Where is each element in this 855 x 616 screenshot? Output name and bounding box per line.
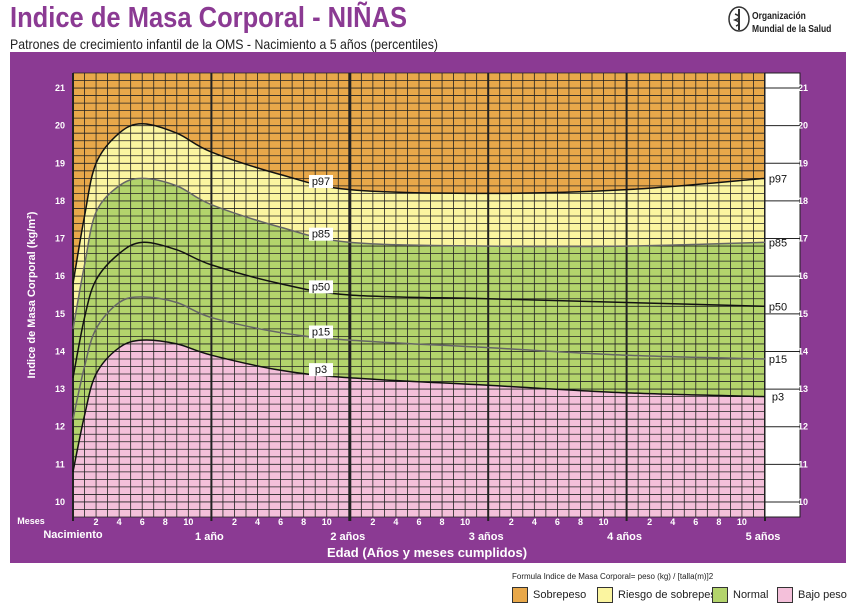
y-tick-label-right: 17 [798,234,808,244]
y-tick-label-left: 20 [55,121,65,131]
y-tick-label-left: 14 [55,346,65,356]
y-tick-label-right: 20 [798,121,808,131]
y-tick-label-right: 12 [798,422,808,432]
y-tick-label-left: 16 [55,271,65,281]
legend-label: Normal [733,589,769,601]
series-label-p15: p15 [312,327,330,339]
series-label-bg [309,227,333,241]
legend-item: Riesgo de sobrepeso [597,587,722,603]
series-label-p3: p3 [315,364,327,376]
month-tick-label: 10 [183,517,193,527]
y-tick-label-left: 19 [55,158,65,168]
y-tick-label-right: 14 [798,346,808,356]
legend-label: Riesgo de sobrepeso [618,589,722,601]
year-label: 1 año [195,531,224,543]
month-tick-label: 6 [140,517,145,527]
org-line-2: Mundial de la Salud [752,24,832,35]
month-tick-label: 6 [555,517,560,527]
y-tick-label-right: 15 [798,309,808,319]
legend-swatch [712,587,728,603]
month-tick-label: 10 [322,517,332,527]
y-tick-label-left: 17 [55,234,65,244]
series-line-p3 [72,339,766,472]
month-tick-label: 6 [693,517,698,527]
legend-item: Normal [712,587,768,603]
month-tick-label: 2 [647,517,652,527]
series-label-p85: p85 [312,229,330,241]
month-tick-label: 2 [370,517,375,527]
series-label-bg [309,363,333,377]
y-tick-label-left: 11 [55,459,65,469]
y-tick-label-right: 11 [798,459,808,469]
series-label-p50: p50 [312,281,330,293]
month-tick-label: 4 [532,517,537,527]
month-tick-label: 8 [440,517,445,527]
year-label: 2 años [330,531,365,543]
month-tick-label: 4 [393,517,398,527]
month-tick-label: 4 [117,517,122,527]
series-end-label-p97: p97 [769,173,787,185]
page-subtitle: Patrones de crecimiento infantil de la O… [10,36,438,52]
y-tick-label-right: 18 [798,196,808,206]
y-tick-label-left: 18 [55,196,65,206]
month-tick-label: 8 [301,517,306,527]
who-logo-icon [728,6,750,32]
y-tick-label-right: 21 [798,83,808,93]
month-tick-label: 10 [460,517,470,527]
x-unit-label: Meses [17,516,45,526]
month-tick-label: 6 [278,517,283,527]
series-end-label-p85: p85 [769,237,787,249]
series-end-label-p50: p50 [769,301,787,313]
org-name: Organización Mundial de la Salud [752,10,831,36]
y-tick-label-right: 16 [798,271,808,281]
y-tick-label-right: 10 [798,497,808,507]
legend-label: Bajo peso [798,589,847,601]
legend-label: Sobrepeso [533,589,587,601]
right-label-strip [764,72,801,518]
y-tick-label-right: 19 [798,158,808,168]
series-label-bg [309,175,333,188]
y-tick-label-left: 10 [55,497,65,507]
month-tick-label: 6 [416,517,421,527]
month-tick-label: 4 [255,517,260,527]
y-tick-label-left: 13 [55,384,65,394]
month-tick-label: 8 [578,517,583,527]
series-end-label-p3: p3 [772,392,784,404]
legend-item: Bajo peso [777,587,847,603]
legend-swatch [597,587,613,603]
year-label: 5 años [746,531,781,543]
y-tick-label-left: 21 [55,83,65,93]
series-label-bg [309,280,333,294]
org-line-1: Organización [752,11,806,22]
formula-note: Formula Indice de Masa Corporal= peso (k… [512,572,714,581]
month-tick-label: 10 [737,517,747,527]
series-end-label-p15: p15 [769,354,787,366]
month-tick-label: 2 [509,517,514,527]
month-tick-label: 8 [163,517,168,527]
month-tick-label: 8 [716,517,721,527]
y-axis-title: Indice de Masa Corporal (kg/m²) [26,211,38,378]
month-tick-label: 2 [94,517,99,527]
legend-swatch [512,587,528,603]
month-tick-label: 2 [232,517,237,527]
month-tick-label: 4 [670,517,675,527]
year-label: 3 años [469,531,504,543]
page-title: Indice de Masa Corporal - NIÑAS [10,2,408,34]
series-line-p50 [72,241,766,378]
legend-swatch [777,587,793,603]
year-label: 4 años [607,531,642,543]
x-axis-title: Edad (Años y meses cumplidos) [327,545,527,560]
series-line-p15 [72,296,766,420]
series-label-p97: p97 [312,176,330,188]
month-tick-label: 10 [599,517,609,527]
y-tick-label-right: 13 [798,384,808,394]
y-tick-label-left: 15 [55,309,65,319]
series-label-bg [309,325,333,339]
series-line-p97 [72,123,766,284]
legend-item: Sobrepeso [512,587,586,603]
year-label: Nacimiento [43,529,103,541]
series-line-p85 [72,177,766,329]
y-tick-label-left: 12 [55,422,65,432]
